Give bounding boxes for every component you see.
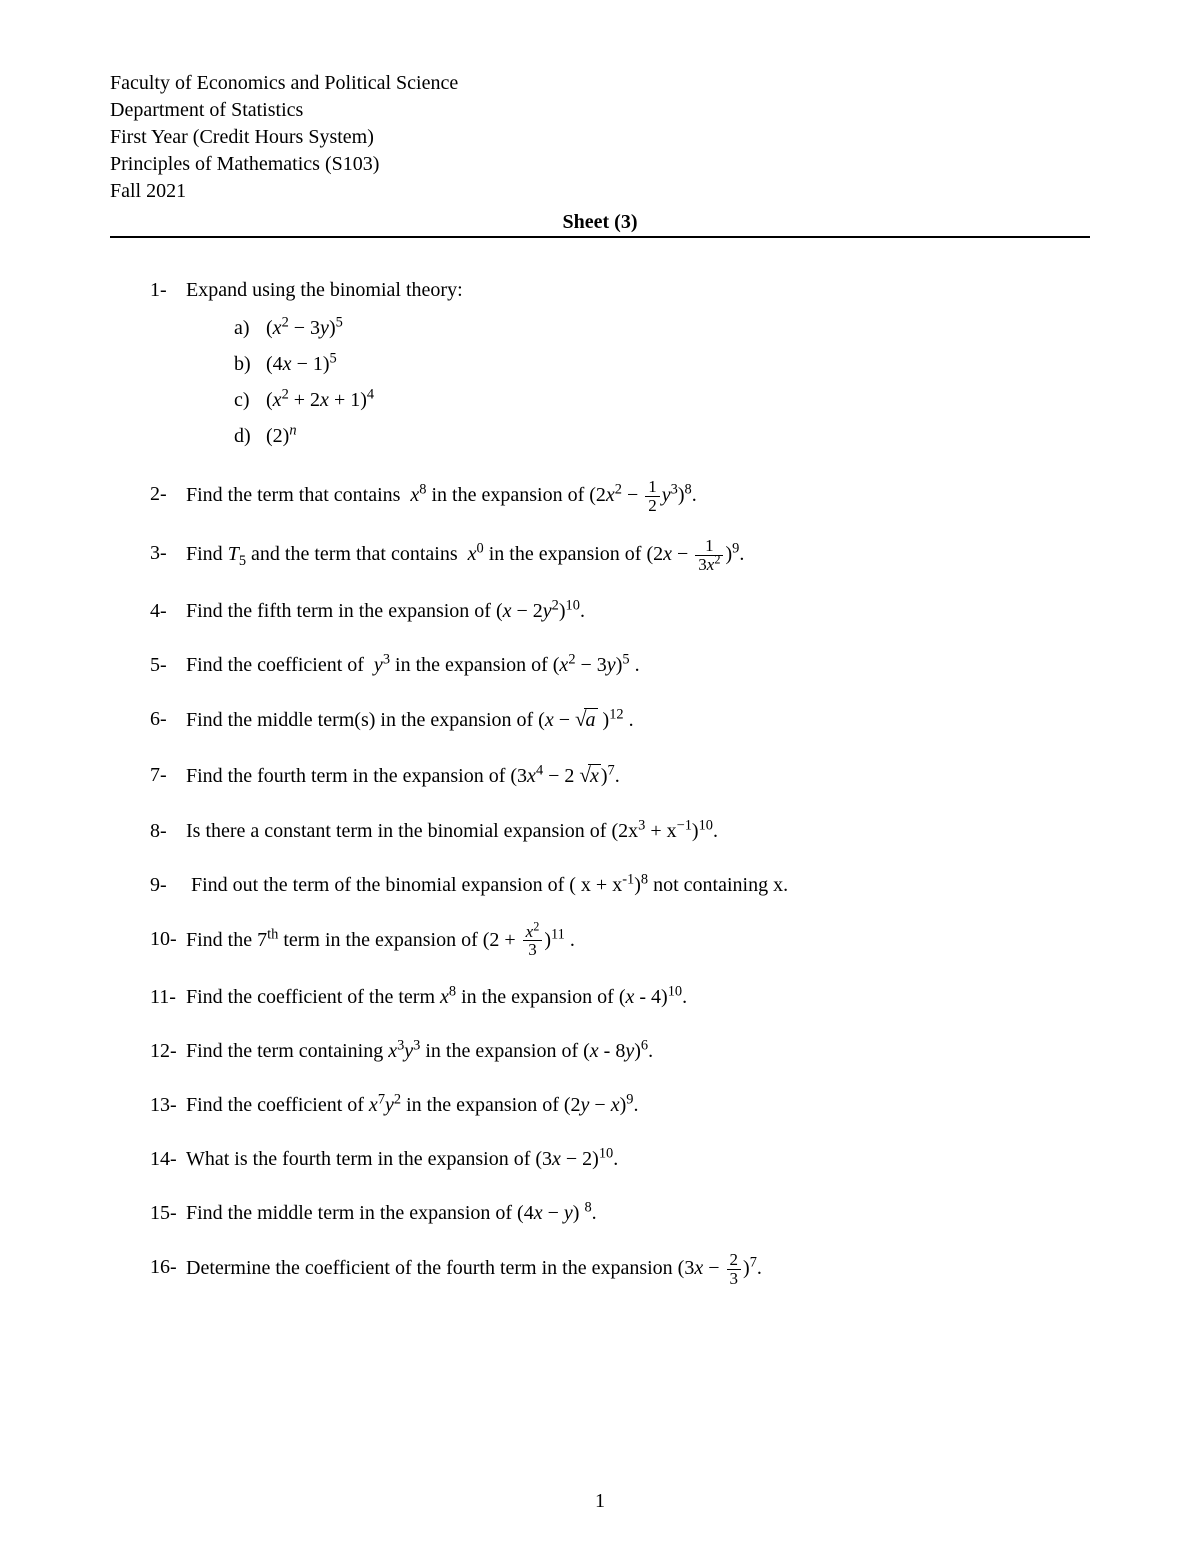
problem-number: 13- [150,1089,186,1121]
problem-12: 12- Find the term containing x3y3 in the… [150,1035,1090,1067]
problem-text: Find the fifth term in the expansion of … [186,595,585,627]
problem-number: 6- [150,703,186,737]
problem-text: Find the middle term(s) in the expansion… [186,703,634,737]
problem-number: 14- [150,1143,186,1175]
page-number: 1 [0,1490,1200,1513]
problem-4: 4- Find the fifth term in the expansion … [150,595,1090,627]
header-line-4: Principles of Mathematics (S103) [110,151,1090,178]
header-line-5: Fall 2021 [110,178,1090,205]
sub-item-d: d) (2)n [234,420,463,452]
header-line-3: First Year (Credit Hours System) [110,124,1090,151]
problem-5: 5- Find the coefficient of y3 in the exp… [150,649,1090,681]
problem-11: 11- Find the coefficient of the term x8 … [150,981,1090,1013]
problem-number: 10- [150,923,186,960]
problem-text: Find the term that contains x8 in the ex… [186,478,697,515]
math-expression: (4x − 1)5 [266,348,337,380]
sub-letter: b) [234,348,266,380]
problem-text: What is the fourth term in the expansion… [186,1143,618,1175]
problem-text: Find the term containing x3y3 in the exp… [186,1035,653,1067]
problem-7: 7- Find the fourth term in the expansion… [150,759,1090,793]
problem-13: 13- Find the coefficient of x7y2 in the … [150,1089,1090,1121]
sub-letter: c) [234,384,266,416]
problem-number: 2- [150,478,186,515]
problem-10: 10- Find the 7th term in the expansion o… [150,923,1090,960]
problem-number: 3- [150,537,186,574]
problems-list: 1- Expand using the binomial theory: a) … [110,274,1090,1288]
problem-body: Expand using the binomial theory: a) (x2… [186,274,463,456]
problem-2: 2- Find the term that contains x8 in the… [150,478,1090,515]
problem-3: 3- Find T5 and the term that contains x0… [150,537,1090,574]
header-block: Faculty of Economics and Political Scien… [110,70,1090,205]
problem-text: Find the 7th term in the expansion of (2… [186,923,575,960]
problem-15: 15- Find the middle term in the expansio… [150,1197,1090,1229]
math-expression: (2)n [266,420,297,452]
problem-text: Expand using the binomial theory: [186,274,463,306]
sub-letter: d) [234,420,266,452]
sheet-title: Sheet (3) [110,211,1090,234]
problem-6: 6- Find the middle term(s) in the expans… [150,703,1090,737]
problem-9: 9- Find out the term of the binomial exp… [150,869,1090,901]
math-expression: (x2 + 2x + 1)4 [266,384,374,416]
problem-text: Find the coefficient of the term x8 in t… [186,981,687,1013]
problem-text: Find out the term of the binomial expans… [186,869,788,901]
header-line-2: Department of Statistics [110,97,1090,124]
problem-number: 12- [150,1035,186,1067]
sub-letter: a) [234,312,266,344]
sub-item-b: b) (4x − 1)5 [234,348,463,380]
header-line-1: Faculty of Economics and Political Scien… [110,70,1090,97]
problem-text: Find T5 and the term that contains x0 in… [186,537,744,574]
math-expression: (x2 − 3y)5 [266,312,343,344]
problem-1: 1- Expand using the binomial theory: a) … [150,274,1090,456]
sub-item-a: a) (x2 − 3y)5 [234,312,463,344]
problem-14: 14- What is the fourth term in the expan… [150,1143,1090,1175]
problem-number: 9- [150,869,186,901]
problem-text: Determine the coefficient of the fourth … [186,1251,762,1288]
sub-item-c: c) (x2 + 2x + 1)4 [234,384,463,416]
problem-text: Find the middle term in the expansion of… [186,1197,597,1229]
problem-number: 15- [150,1197,186,1229]
problem-text: Is there a constant term in the binomial… [186,815,718,847]
problem-number: 8- [150,815,186,847]
problem-number: 16- [150,1251,186,1288]
problem-number: 7- [150,759,186,793]
problem-number: 5- [150,649,186,681]
problem-text: Find the coefficient of y3 in the expans… [186,649,640,681]
problem-text: Find the coefficient of x7y2 in the expa… [186,1089,638,1121]
problem-text: Find the fourth term in the expansion of… [186,759,620,793]
problem-number: 1- [150,274,186,456]
problem-8: 8- Is there a constant term in the binom… [150,815,1090,847]
sub-items: a) (x2 − 3y)5 b) (4x − 1)5 c) (x2 + 2x +… [186,312,463,452]
document-page: Faculty of Economics and Political Scien… [0,0,1200,1553]
problem-number: 11- [150,981,186,1013]
header-divider [110,236,1090,238]
problem-number: 4- [150,595,186,627]
problem-16: 16- Determine the coefficient of the fou… [150,1251,1090,1288]
